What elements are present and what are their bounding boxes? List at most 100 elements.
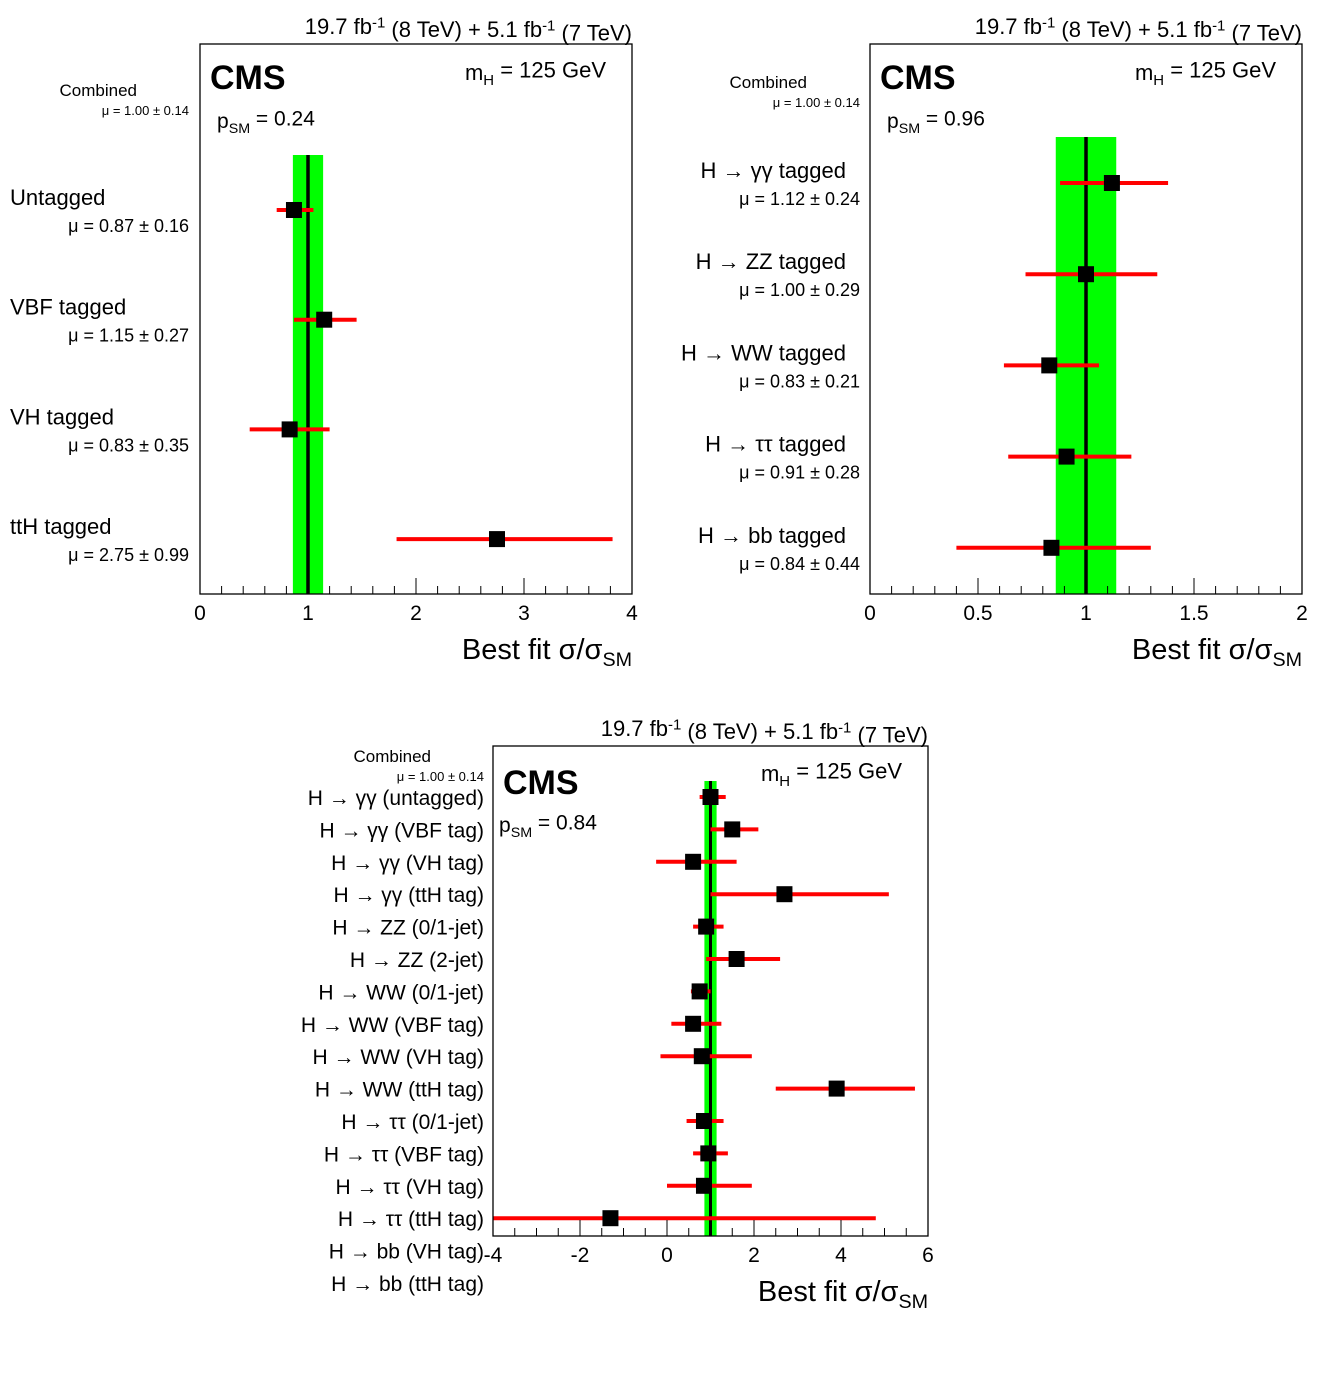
category-mu-label: μ = 2.75 ± 0.99 <box>68 545 189 565</box>
category-mu-label: μ = 0.83 ± 0.35 <box>68 435 189 455</box>
data-point <box>285 202 302 218</box>
tick-label: 3 <box>518 602 530 625</box>
cms-label: CMS <box>210 59 286 97</box>
tick-label: 1 <box>302 602 314 625</box>
data-point <box>489 531 505 548</box>
category-label: H → γγ (ttH tag) <box>333 884 484 907</box>
category-label: H → ZZ tagged <box>696 249 846 274</box>
data-point <box>1041 357 1058 374</box>
cms-label: CMS <box>503 764 579 802</box>
category-label: VH tagged <box>10 404 114 429</box>
mass-label: mH = 125 GeV <box>1135 58 1276 90</box>
data-point <box>687 1275 703 1291</box>
data-point <box>602 1210 619 1227</box>
tick-label: 0 <box>661 1244 673 1267</box>
tick-label: -4 <box>484 1244 503 1267</box>
category-mu-label: μ = 0.91 ± 0.28 <box>739 463 860 483</box>
data-point <box>698 918 715 935</box>
data-point <box>1078 266 1094 283</box>
category-label: H → WW (VBF tag) <box>301 1014 484 1037</box>
p-sm-label: pSM = 0.24 <box>217 108 315 137</box>
lumi-label: 19.7 fb-1 (8 TeV) + 5.1 fb-1 (7 TeV) <box>601 716 928 747</box>
category-label: H → γγ (VH tag) <box>331 852 484 875</box>
tick-label: -2 <box>571 1244 590 1267</box>
category-label: H → ZZ (0/1-jet) <box>332 917 484 940</box>
category-label: H → γγ (untagged) <box>308 787 484 810</box>
chart-panel-top-right: H → γγ tagged μ = 1.12 ± 0.24 H → ZZ tagge… <box>681 14 1308 671</box>
data-point <box>281 421 298 438</box>
category-mu-label: μ = 0.83 ± 0.21 <box>739 371 860 391</box>
cms-label: CMS <box>880 59 956 97</box>
plot-area <box>249 155 613 594</box>
category-label: VBF tagged <box>10 295 126 320</box>
lumi-label: 19.7 fb-1 (8 TeV) + 5.1 fb-1 (7 TeV) <box>975 14 1302 45</box>
category-mu-label: μ = 1.00 ± 0.29 <box>739 280 860 300</box>
category-label: H → ττ (VBF tag) <box>324 1143 484 1166</box>
category-label: H → ττ (ttH tag) <box>338 1208 484 1231</box>
combined-label: Combined <box>730 73 808 92</box>
data-point <box>728 951 745 967</box>
data-point <box>776 886 793 903</box>
tick-label: 2 <box>410 602 422 625</box>
category-label: H → WW (ttH tag) <box>315 1079 484 1102</box>
tick-label: 0 <box>864 602 876 625</box>
data-point <box>693 1048 710 1065</box>
tick-label: 1.5 <box>1179 602 1208 625</box>
combined-mu-label: μ = 1.00 ± 0.14 <box>397 769 484 784</box>
mass-label: mH = 125 GeV <box>761 759 902 791</box>
plot-area <box>956 137 1169 594</box>
tick-label: 4 <box>835 1244 847 1267</box>
mass-label: mH = 125 GeV <box>465 58 606 90</box>
p-sm-label: pSM = 0.96 <box>887 108 985 137</box>
data-point <box>691 983 708 1000</box>
data-point <box>685 1015 702 1032</box>
category-label: H → ττ (0/1-jet) <box>341 1111 484 1134</box>
lumi-label: 19.7 fb-1 (8 TeV) + 5.1 fb-1 (7 TeV) <box>305 14 632 45</box>
combined-mu-label: μ = 1.00 ± 0.14 <box>102 103 189 118</box>
data-point <box>828 1080 845 1097</box>
data-point <box>700 1145 717 1162</box>
chart-panel-bottom: H → γγ (untagged) H → γγ (VBF tag) H → γγ … <box>301 716 934 1313</box>
x-axis-label: Best fit σ/σSM <box>1132 634 1302 671</box>
tick-label: 2 <box>748 1244 760 1267</box>
tick-label: 2 <box>1296 602 1308 625</box>
x-axis-label: Best fit σ/σSM <box>462 634 632 671</box>
combined-mu-label: μ = 1.00 ± 0.14 <box>773 95 860 110</box>
data-point <box>1043 539 1060 556</box>
category-label: H → γγ tagged <box>700 158 846 183</box>
x-axis-label: Best fit σ/σSM <box>758 1276 928 1313</box>
plot-area <box>493 781 915 1291</box>
data-point <box>685 853 702 870</box>
data-point <box>316 311 333 328</box>
category-label: H → ττ (VH tag) <box>336 1176 484 1199</box>
data-point <box>1058 448 1075 465</box>
data-point <box>1103 175 1120 191</box>
category-label: H → ττ tagged <box>705 432 846 457</box>
category-mu-label: μ = 0.87 ± 0.16 <box>68 216 189 236</box>
tick-label: 0 <box>194 602 206 625</box>
tick-label: 4 <box>626 602 638 625</box>
data-point <box>702 789 719 805</box>
category-label: H → WW tagged <box>681 340 846 365</box>
category-label: H → bb (ttH tag) <box>331 1273 484 1296</box>
category-label: H → WW (0/1-jet) <box>318 981 484 1004</box>
category-mu-label: μ = 1.12 ± 0.24 <box>739 189 860 209</box>
tick-label: 1 <box>1080 602 1092 625</box>
category-mu-label: μ = 1.15 ± 0.27 <box>68 326 189 346</box>
tick-label: 6 <box>922 1244 934 1267</box>
category-label: H → ZZ (2-jet) <box>350 949 484 972</box>
data-point <box>698 1243 714 1259</box>
combined-label: Combined <box>60 81 138 100</box>
category-mu-label: μ = 0.84 ± 0.44 <box>739 554 860 574</box>
category-label: ttH tagged <box>10 514 112 539</box>
tick-label: 0.5 <box>963 602 992 625</box>
category-label: Untagged <box>10 185 105 210</box>
chart-panel-top-left: Untagged μ = 0.87 ± 0.16 VBF tagged μ = 1.1… <box>10 14 638 671</box>
data-point <box>695 1113 712 1129</box>
combined-label: Combined <box>354 747 432 766</box>
category-label: H → bb tagged <box>698 523 846 548</box>
category-label: H → WW (VH tag) <box>313 1046 485 1069</box>
category-label: H → bb (VH tag) <box>329 1241 484 1264</box>
p-sm-label: pSM = 0.84 <box>499 812 597 841</box>
